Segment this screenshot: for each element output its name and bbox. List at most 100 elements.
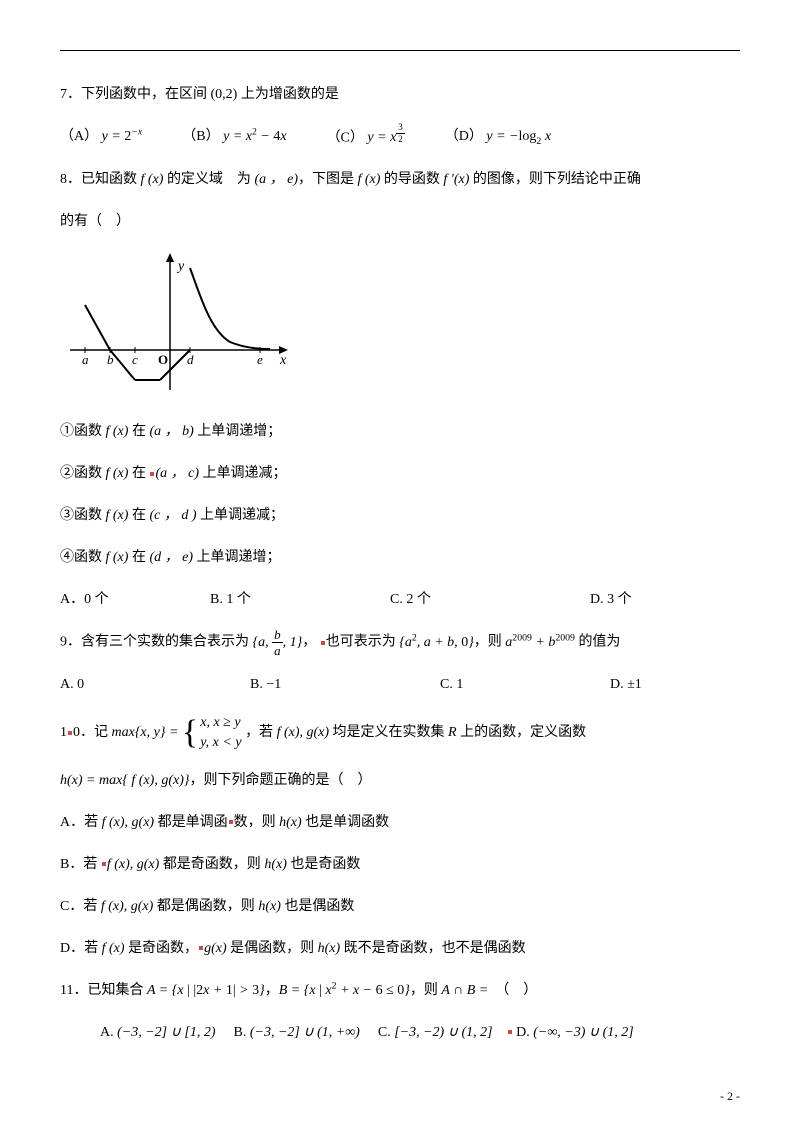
q10-line2: h(x) = max{ f (x), g(x)}，则下列命题正确的是（ ）: [60, 767, 740, 795]
t: b: [272, 628, 283, 643]
t: 在: [128, 508, 149, 523]
q10-optD: D．若 f (x) 是奇函数，g(x) 是偶函数，则 h(x) 既不是奇函数，也…: [60, 935, 740, 963]
t: 既不是奇函数，也不是偶函数: [340, 941, 526, 956]
brace-icon: {: [182, 716, 198, 750]
q10-stem: 10．记 max{x, y} = { x, x ≥ y y, x < y ，若 …: [60, 713, 740, 752]
t: (c ， d ): [149, 508, 196, 523]
t: 的有（ ）: [60, 214, 130, 229]
t: {a2, a + b, 0}: [399, 635, 474, 650]
q8-stem-line1: 8．已知函数 f (x) 的定义域 为 (a ， e)，下图是 f (x) 的导…: [60, 166, 740, 194]
t: x, x ≥ y: [200, 713, 241, 733]
t: h(x) = max{ f (x), g(x)}: [60, 773, 189, 788]
q8-optA: A．0 个: [60, 586, 170, 614]
q8-s1: ①函数 f (x) 在 (a ， b) 上单调递增；: [60, 418, 740, 446]
t: ，: [265, 983, 279, 998]
dot-icon: [321, 641, 325, 645]
t: ，则: [474, 635, 506, 650]
q7-optC: （C） y = x32: [327, 123, 405, 152]
t: a2009 + b2009: [505, 635, 575, 650]
t: 9．含有三个实数的集合表示为: [60, 635, 253, 650]
q7-optA: （A） y = 2−x: [60, 123, 142, 152]
t: 是奇函数，: [125, 941, 199, 956]
t: 在: [128, 466, 149, 481]
t: 也可表示为: [326, 635, 400, 650]
t: A ∩ B =: [441, 983, 488, 998]
q7-optA-math: y = 2−x: [102, 129, 143, 144]
q7-optD-label: （D）: [445, 129, 483, 144]
frac: ba: [272, 628, 283, 657]
t: ，若: [245, 725, 277, 740]
t: D．若: [60, 941, 102, 956]
t: ④函数: [60, 550, 106, 565]
t: ③函数: [60, 508, 106, 523]
dot-icon: [199, 946, 203, 950]
t: h(x): [258, 899, 281, 914]
t: y, x < y: [200, 733, 241, 753]
q9-optD: D. ±1: [610, 671, 642, 699]
t: h(x): [318, 941, 341, 956]
t: f (x): [106, 508, 129, 523]
q11-optB: B. (−3, −2] ∪ (1, +∞): [234, 1019, 360, 1047]
t: 都是奇函数，则: [159, 857, 264, 872]
t: f (x), g(x): [107, 857, 159, 872]
brace: { x, x ≥ y y, x < y: [182, 713, 242, 752]
t: 也是单调函数: [302, 815, 390, 830]
q8-stem-line2: 的有（ ）: [60, 208, 740, 236]
t: ①函数: [60, 424, 106, 439]
t: B = {x | x2 + x − 6 ≤ 0}: [279, 983, 410, 998]
t: f (x): [106, 550, 129, 565]
q9-options: A. 0 B. −1 C. 1 D. ±1: [60, 671, 740, 699]
page-number: - 2 -: [720, 1089, 740, 1104]
t: 也是偶函数: [281, 899, 355, 914]
t: B．若: [60, 857, 101, 872]
t: g(x): [204, 941, 227, 956]
brace-rows: x, x ≥ y y, x < y: [200, 713, 241, 752]
q8-graph-svg: y x O a b c d e: [60, 250, 290, 400]
q9-optB: B. −1: [250, 671, 400, 699]
t: 也是奇函数: [287, 857, 361, 872]
q10-optB: B．若 f (x), g(x) 都是奇函数，则 h(x) 也是奇函数: [60, 851, 740, 879]
t: f (x): [106, 424, 129, 439]
q8-graph: y x O a b c d e: [60, 250, 740, 400]
t: {a,: [253, 635, 273, 650]
t: f (x): [357, 172, 380, 187]
q8-options: A．0 个 B. 1 个 C. 2 个 D. 3 个: [60, 586, 740, 614]
q8-s4: ④函数 f (x) 在 (d ， e) 上单调递增；: [60, 544, 740, 572]
t: 上单调递增；: [194, 424, 282, 439]
t: a: [272, 643, 283, 657]
dot-icon: [68, 731, 72, 735]
dot-icon: [102, 862, 106, 866]
dot-icon: [508, 1030, 512, 1034]
q7-optC-math: y = x32: [367, 130, 404, 145]
svg-text:O: O: [158, 352, 168, 367]
t: 的导函数: [380, 172, 443, 187]
q11-optC: C. [−3, −2) ∪ (1, 2]: [378, 1019, 493, 1047]
q9-stem: 9．含有三个实数的集合表示为 {a, ba, 1}， 也可表示为 {a2, a …: [60, 628, 740, 657]
q8-s3: ③函数 f (x) 在 (c ， d ) 上单调递减；: [60, 502, 740, 530]
t: f (x), g(x): [277, 725, 329, 740]
t: (a ， c): [155, 466, 199, 481]
t: R: [448, 725, 457, 740]
t: （ ）: [488, 983, 537, 998]
q7-optB-math: y = x2 − 4x: [223, 129, 286, 144]
top-rule: [60, 50, 740, 51]
t: , 1}: [283, 635, 303, 650]
t: A．若: [60, 815, 102, 830]
t: 是偶函数，则: [227, 941, 318, 956]
t: ②函数: [60, 466, 106, 481]
t: 数，则: [234, 815, 280, 830]
q8-optD: D. 3 个: [590, 586, 632, 614]
q9-optA: A. 0: [60, 671, 210, 699]
t: max{x, y} =: [112, 725, 182, 740]
svg-text:a: a: [82, 352, 89, 367]
t: 上的函数，定义函数: [457, 725, 587, 740]
t: h(x): [279, 815, 302, 830]
t: ，: [302, 635, 320, 650]
q8-s2: ②函数 f (x) 在 (a ， c) 上单调递减；: [60, 460, 740, 488]
svg-text:e: e: [257, 352, 263, 367]
q7-optD-math: y = −log2 x: [486, 129, 551, 144]
t: 在: [128, 424, 149, 439]
q7-optB: （B） y = x2 − 4x: [182, 123, 286, 152]
q7-options: （A） y = 2−x （B） y = x2 − 4x （C） y = x32 …: [60, 123, 740, 152]
t: 上单调递增；: [193, 550, 281, 565]
